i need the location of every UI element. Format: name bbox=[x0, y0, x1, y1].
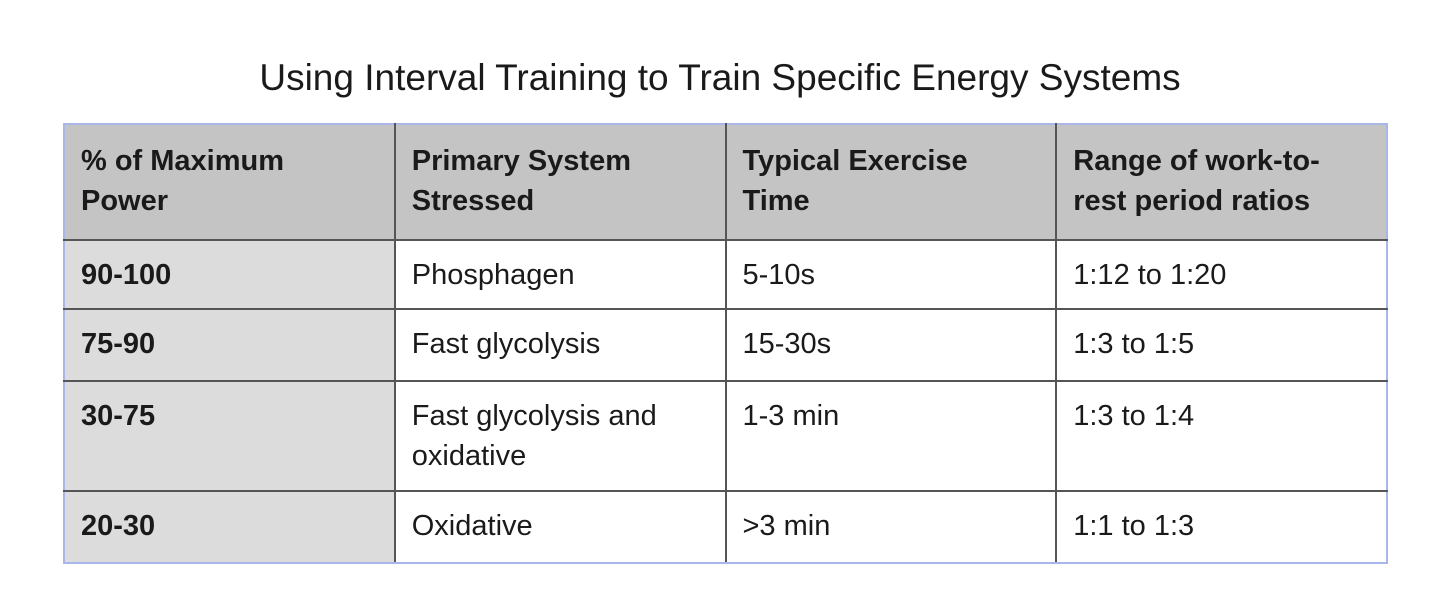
header-cell: Primary System Stressed bbox=[393, 123, 727, 241]
cell-line: 1:3 to 1:4 bbox=[1073, 400, 1195, 432]
body-row: 30-75 Fast glycolysis and oxidative 1-3 min… bbox=[63, 380, 1388, 492]
cell-line: Stressed bbox=[411, 185, 535, 217]
data-table: % of Maximum Power Primary System Stressed T… bbox=[63, 123, 1388, 564]
body-row: 20-30 Oxidative >3 min 1:1 to 1:3 bbox=[63, 490, 1388, 564]
cell-line: Primary System bbox=[411, 145, 631, 177]
row-label-cell: 20-30 bbox=[63, 490, 396, 564]
body-cell: Phosphagen bbox=[393, 239, 727, 310]
header-row: % of Maximum Power Primary System Stressed T… bbox=[63, 123, 1388, 241]
cell-line: oxidative bbox=[411, 440, 527, 472]
body-row: 75-90 Fast glycolysis 15-30s 1:3 to 1:5 bbox=[63, 308, 1388, 382]
cell-line: rest period ratios bbox=[1073, 185, 1311, 217]
row-label-cell: 30-75 bbox=[63, 380, 396, 492]
cell-line: 1:1 to 1:3 bbox=[1073, 510, 1195, 542]
body-cell: 1:3 to 1:5 bbox=[1055, 308, 1388, 382]
cell-line: 1-3 min bbox=[742, 400, 840, 432]
cell-line: 90-100 bbox=[81, 259, 172, 291]
cell-line: 5-10s bbox=[742, 259, 816, 291]
cell-line: Fast glycolysis and bbox=[411, 400, 657, 432]
body-cell: 1-3 min bbox=[724, 380, 1058, 492]
row-label-cell: 90-100 bbox=[63, 239, 396, 310]
cell-line: Oxidative bbox=[411, 510, 533, 542]
cell-line: Typical Exercise bbox=[742, 145, 968, 177]
cell-line: 75-90 bbox=[81, 328, 156, 360]
body-cell: >3 min bbox=[724, 490, 1058, 564]
cell-line: % of Maximum bbox=[81, 145, 285, 177]
body-cell: 1:3 to 1:4 bbox=[1055, 380, 1388, 492]
cell-line: Time bbox=[742, 185, 810, 217]
row-label-cell: 75-90 bbox=[63, 308, 396, 382]
body-cell: Fast glycolysis and oxidative bbox=[393, 380, 727, 492]
cell-line: Fast glycolysis bbox=[411, 328, 601, 360]
cell-line: 1:12 to 1:20 bbox=[1073, 259, 1227, 291]
cell-line: >3 min bbox=[742, 510, 831, 542]
body-cell: 1:12 to 1:20 bbox=[1055, 239, 1388, 310]
body-row: 90-100 Phosphagen 5-10s 1:12 to 1:20 bbox=[63, 239, 1388, 310]
cell-line: Range of work-to- bbox=[1073, 145, 1320, 177]
cell-line: Phosphagen bbox=[411, 259, 575, 291]
table-title: Using Interval Training to Train Specifi… bbox=[259, 57, 1181, 98]
header-cell: % of Maximum Power bbox=[63, 123, 396, 241]
header-cell: Range of work-to-rest period ratios bbox=[1055, 123, 1388, 241]
cell-line: 30-75 bbox=[81, 400, 156, 432]
body-cell: Oxidative bbox=[393, 490, 727, 564]
body-cell: 1:1 to 1:3 bbox=[1055, 490, 1388, 564]
cell-line: Power bbox=[81, 185, 169, 217]
cell-line: 15-30s bbox=[742, 328, 832, 360]
cell-line: 1:3 to 1:5 bbox=[1073, 328, 1195, 360]
cell-line: 20-30 bbox=[81, 510, 156, 542]
header-cell: Typical Exercise Time bbox=[724, 123, 1058, 241]
body-cell: Fast glycolysis bbox=[393, 308, 727, 382]
body-cell: 15-30s bbox=[724, 308, 1058, 382]
body-cell: 5-10s bbox=[724, 239, 1058, 310]
